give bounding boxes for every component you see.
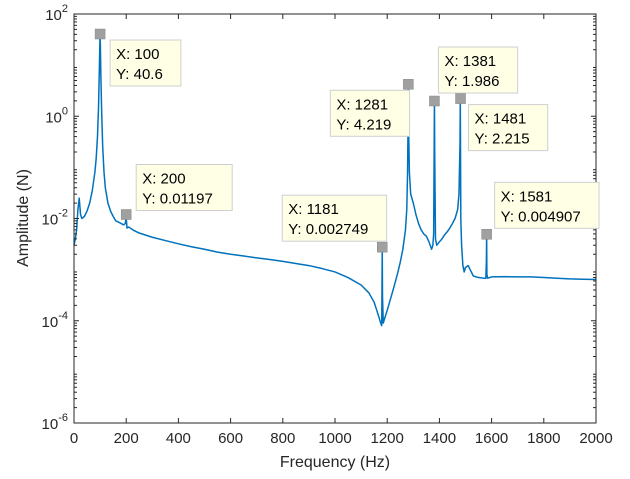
data-tip-x-text: X: 1281 <box>336 96 388 113</box>
data-tip-6[interactable]: X: 1581 Y: 0.004907 <box>481 181 600 240</box>
y-tick-label: 10-2 <box>42 208 68 229</box>
y-tick-label: 102 <box>45 3 68 24</box>
x-tick-label: 400 <box>166 430 191 447</box>
data-tip-box <box>437 46 519 94</box>
y-tick-label: 10-4 <box>42 310 68 331</box>
x-tick-label: 1000 <box>318 430 351 447</box>
x-tick-label: 200 <box>114 430 139 447</box>
x-tick-label: 1600 <box>475 430 508 447</box>
data-tip-y-text: Y: 0.002749 <box>288 221 368 238</box>
data-tip-y-text: Y: 0.01197 <box>142 191 213 208</box>
data-tip-x-text: X: 100 <box>116 46 159 63</box>
y-axis-label: Amplitude (N) <box>15 169 32 267</box>
data-tip-box <box>494 181 600 229</box>
series-layer <box>73 33 597 327</box>
data-tip-marker <box>120 209 132 220</box>
y-tick-label: 10-6 <box>42 412 68 433</box>
x-tick-label: 1200 <box>371 430 404 447</box>
data-tip-marker <box>455 93 466 104</box>
data-tip-marker <box>403 79 414 90</box>
data-tip-y-text: Y: 40.6 <box>116 66 163 83</box>
x-axis-label: Frequency (Hz) <box>280 454 390 471</box>
data-tip-x-text: X: 1581 <box>501 188 553 205</box>
data-tips: X: 100 Y: 40.6 X: 200 Y: 0.01197 X: 1181 Y: 0… <box>94 28 600 253</box>
data-tip-1[interactable]: X: 200 Y: 0.01197 <box>120 164 233 220</box>
data-tip-5[interactable]: X: 1481 Y: 2.215 <box>455 93 549 152</box>
x-axis-ticks: 0 200 400 600 800 1000 1200 1400 1600 1800 2000 <box>70 14 613 447</box>
data-tip-2[interactable]: X: 1181 Y: 0.002749 <box>281 194 388 253</box>
data-tip-box <box>109 39 182 87</box>
data-tip-3[interactable]: X: 1281 Y: 4.219 <box>329 79 414 137</box>
x-tick-label: 800 <box>270 430 295 447</box>
y-axis-ticks: 10-6 10-4 10-2 100 102 <box>42 3 596 433</box>
data-tip-y-text: Y: 2.215 <box>475 131 530 148</box>
data-tip-x-text: X: 200 <box>142 171 185 188</box>
data-tip-box <box>329 89 411 137</box>
data-tip-marker <box>94 28 106 40</box>
x-tick-label: 1400 <box>423 430 456 447</box>
data-tip-box <box>281 194 388 242</box>
x-tick-label: 0 <box>70 430 78 447</box>
y-tick-label: 100 <box>45 105 68 126</box>
data-tip-marker <box>481 229 492 240</box>
data-tip-y-text: Y: 1.986 <box>444 73 499 90</box>
data-tip-y-text: Y: 0.004907 <box>501 208 581 225</box>
x-tick-label: 600 <box>218 430 243 447</box>
data-tip-x-text: X: 1481 <box>475 111 527 128</box>
data-tip-0[interactable]: X: 100 Y: 40.6 <box>94 28 182 87</box>
x-tick-label: 1800 <box>527 430 560 447</box>
data-tip-marker <box>429 95 440 107</box>
series-line-0 <box>73 33 597 327</box>
data-tip-x-text: X: 1381 <box>444 53 496 70</box>
data-tip-x-text: X: 1181 <box>288 201 339 218</box>
data-tip-4[interactable]: X: 1381 Y: 1.986 <box>429 46 519 107</box>
data-tip-box <box>135 164 233 212</box>
x-tick-label: 2000 <box>579 430 612 447</box>
data-tip-y-text: Y: 4.219 <box>336 116 391 133</box>
data-tip-box <box>468 104 549 152</box>
data-tip-marker <box>376 241 388 253</box>
